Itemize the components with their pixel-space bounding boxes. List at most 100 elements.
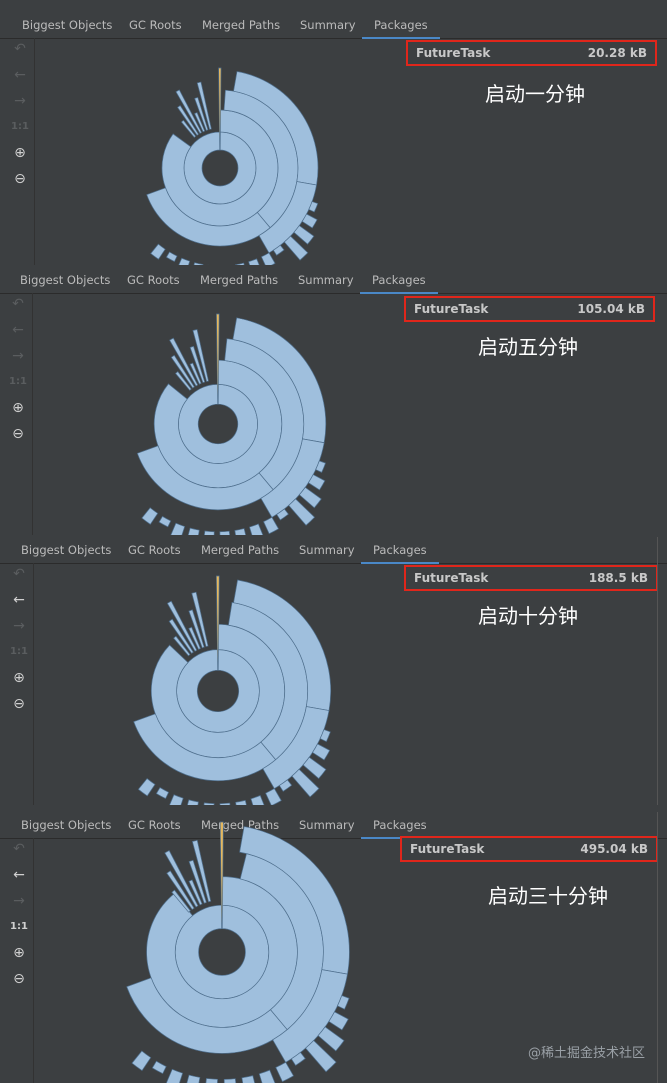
tab-biggest-objects[interactable]: Biggest Objects (21, 818, 112, 832)
sunburst-leaf[interactable] (235, 799, 252, 805)
forward-arrow-icon[interactable]: → (13, 893, 25, 909)
sunburst-leaf[interactable] (172, 257, 191, 265)
zoom-in-icon[interactable]: ⊕ (14, 145, 26, 161)
undo-icon[interactable]: ↶ (12, 296, 24, 312)
sunburst-leaf[interactable] (288, 498, 316, 526)
sunburst-leaf[interactable] (317, 1026, 345, 1052)
sunburst-chart[interactable] (0, 812, 667, 1083)
tab-merged-paths[interactable]: Merged Paths (201, 543, 280, 557)
tab-gc-roots[interactable]: GC Roots (128, 543, 181, 557)
zoom-in-icon[interactable]: ⊕ (13, 945, 25, 961)
tab-biggest-objects[interactable]: Biggest Objects (21, 543, 112, 557)
zoom-out-icon[interactable]: ⊖ (14, 171, 26, 187)
sunburst-spike[interactable] (177, 105, 199, 136)
tab-gc-roots[interactable]: GC Roots (128, 818, 181, 832)
reset-zoom-button[interactable]: 1:1 (11, 121, 29, 132)
tab-packages[interactable]: Packages (361, 812, 439, 839)
sunburst-spike[interactable] (196, 81, 212, 130)
sunburst-spike[interactable] (166, 870, 195, 910)
sunburst-leaf[interactable] (319, 729, 331, 743)
tab-biggest-objects[interactable]: Biggest Objects (20, 273, 111, 287)
sunburst-ring-4b[interactable] (272, 969, 348, 1063)
undo-icon[interactable]: ↶ (13, 566, 25, 582)
zoom-in-icon[interactable]: ⊕ (13, 670, 25, 686)
sunburst-spike[interactable] (180, 119, 197, 138)
forward-arrow-icon[interactable]: → (14, 93, 26, 109)
sunburst-leaf[interactable] (260, 252, 276, 265)
sunburst-leaf[interactable] (203, 802, 215, 805)
sunburst-leaf[interactable] (248, 258, 264, 265)
sunburst-leaf[interactable] (328, 1011, 349, 1031)
sunburst-leaf[interactable] (276, 508, 289, 521)
sunburst-leaf[interactable] (150, 243, 166, 260)
sunburst-leaf[interactable] (137, 778, 156, 797)
reset-zoom-button[interactable]: 1:1 (10, 646, 28, 657)
sunburst-leaf[interactable] (163, 794, 184, 805)
sunburst-leaf[interactable] (205, 1078, 218, 1083)
sunburst-leaf[interactable] (151, 1060, 167, 1074)
forward-arrow-icon[interactable]: → (13, 618, 25, 634)
sunburst-leaf[interactable] (275, 1061, 294, 1083)
tab-merged-paths[interactable]: Merged Paths (202, 18, 281, 32)
sunburst-spike[interactable] (175, 89, 203, 134)
zoom-out-icon[interactable]: ⊖ (13, 696, 25, 712)
zoom-in-icon[interactable]: ⊕ (12, 400, 24, 416)
zoom-out-icon[interactable]: ⊖ (12, 426, 24, 442)
sunburst-leaf[interactable] (312, 743, 331, 761)
sunburst-spike[interactable] (168, 618, 194, 654)
sunburst-leaf[interactable] (305, 1040, 337, 1073)
sunburst-spike[interactable] (173, 635, 191, 657)
zoom-out-icon[interactable]: ⊖ (13, 971, 25, 987)
sunburst-spike[interactable] (166, 600, 198, 652)
sunburst-ring-4b[interactable] (260, 438, 325, 518)
sunburst-leaf[interactable] (183, 1074, 201, 1083)
sunburst-leaf[interactable] (336, 995, 350, 1010)
sunburst-leaf[interactable] (263, 516, 279, 535)
back-arrow-icon[interactable]: ← (13, 867, 25, 883)
sunburst-leaf[interactable] (293, 225, 315, 245)
sunburst-leaf[interactable] (272, 244, 285, 256)
tab-merged-paths[interactable]: Merged Paths (200, 273, 279, 287)
sunburst-spike[interactable] (189, 362, 202, 385)
sunburst-leaf[interactable] (290, 1051, 306, 1066)
sunburst-leaf[interactable] (158, 515, 172, 528)
sunburst-leaf[interactable] (183, 799, 199, 805)
sunburst-spike[interactable] (188, 879, 203, 906)
back-arrow-icon[interactable]: ← (13, 592, 25, 608)
sunburst-spike[interactable] (194, 96, 209, 131)
sunburst-ring-4b[interactable] (258, 181, 317, 254)
selected-segment[interactable] (219, 821, 224, 929)
sunburst-leaf[interactable] (249, 523, 266, 535)
sunburst-chart[interactable] (0, 537, 667, 805)
undo-icon[interactable]: ↶ (13, 841, 25, 857)
sunburst-leaf[interactable] (185, 527, 200, 535)
selected-segment[interactable] (216, 575, 220, 671)
sunburst-leaf[interactable] (166, 522, 186, 535)
sunburst-spike[interactable] (175, 371, 192, 391)
sunburst-spike[interactable] (191, 591, 209, 647)
sunburst-leaf[interactable] (307, 474, 326, 491)
sunburst-leaf[interactable] (141, 507, 159, 525)
tab-packages[interactable]: Packages (361, 537, 439, 564)
sunburst-spike[interactable] (171, 889, 191, 913)
sunburst-leaf[interactable] (278, 779, 293, 792)
sunburst-leaf[interactable] (131, 1050, 152, 1072)
sunburst-leaf[interactable] (315, 460, 326, 473)
sunburst-leaf[interactable] (223, 1078, 237, 1083)
back-arrow-icon[interactable]: ← (14, 67, 26, 83)
reset-zoom-button[interactable]: 1:1 (10, 921, 28, 932)
selected-segment[interactable] (216, 313, 220, 405)
tab-packages[interactable]: Packages (362, 12, 440, 39)
sunburst-spike[interactable] (188, 626, 201, 650)
sunburst-leaf[interactable] (165, 251, 178, 262)
sunburst-spike[interactable] (191, 839, 212, 903)
selected-segment[interactable] (218, 67, 222, 151)
reset-zoom-button[interactable]: 1:1 (9, 376, 27, 387)
sunburst-ring-3b[interactable] (146, 187, 271, 247)
sunburst-spike[interactable] (192, 329, 209, 382)
sunburst-spike[interactable] (189, 345, 206, 384)
tab-biggest-objects[interactable]: Biggest Objects (22, 18, 113, 32)
tab-gc-roots[interactable]: GC Roots (129, 18, 182, 32)
sunburst-leaf[interactable] (234, 262, 249, 265)
sunburst-leaf[interactable] (302, 756, 327, 780)
